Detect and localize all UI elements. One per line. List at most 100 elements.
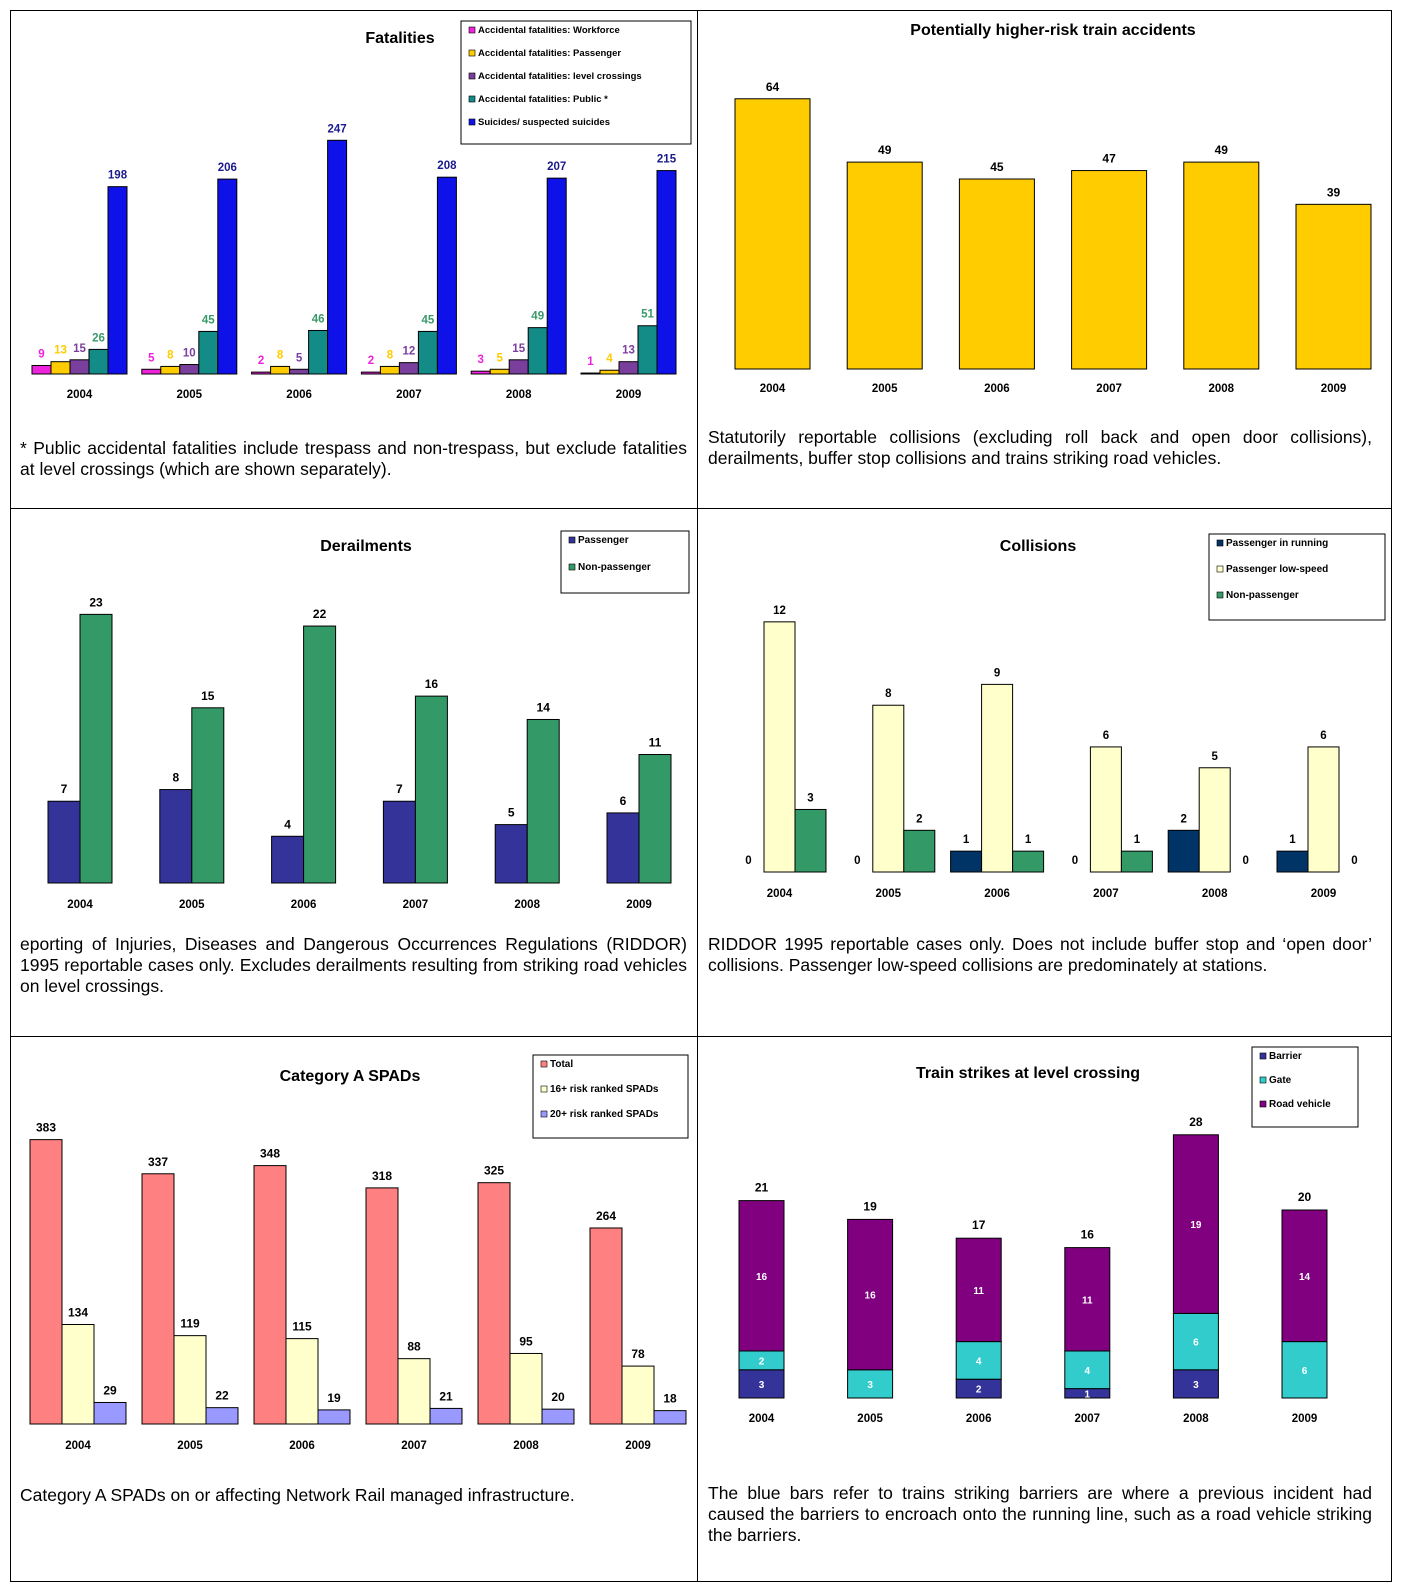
collisions-bar-passenger-low-speed-2008 bbox=[1198, 767, 1231, 873]
fatalities-caption: * Public accidental fatalities include t… bbox=[20, 438, 687, 479]
fatalities-value-label-2009: 51 bbox=[641, 309, 654, 321]
collisions-bar-passenger-in-running-2008 bbox=[1167, 829, 1200, 873]
collisions-category-label-2008: 2008 bbox=[1202, 888, 1228, 900]
level-crossing-total-label-2006: 17 bbox=[972, 1218, 986, 1232]
spads-category-label-2006: 2006 bbox=[289, 1440, 315, 1452]
level-crossing-chart: Train strikes at level crossing321621200… bbox=[738, 1046, 1359, 1425]
derailments-caption: eporting of Injuries, Diseases and Dange… bbox=[20, 934, 687, 996]
train-accidents-value-label-2008: 49 bbox=[1215, 143, 1229, 157]
collisions-value-label-2004: 0 bbox=[745, 855, 751, 867]
spads-bar-total-2006 bbox=[253, 1165, 287, 1425]
derailments-bar-passenger-2005 bbox=[159, 789, 193, 884]
spads-value-label-2006: 115 bbox=[292, 1320, 312, 1334]
collisions-bar-non-passenger-2007 bbox=[1120, 850, 1153, 873]
spads-value-label-2007: 21 bbox=[439, 1389, 453, 1403]
derailments-legend bbox=[560, 530, 690, 594]
spads-bar-20-risk-ranked-spads-2004 bbox=[93, 1401, 127, 1425]
fatalities-value-label-2007: 208 bbox=[437, 160, 457, 172]
fatalities-category-label-2009: 2009 bbox=[616, 389, 642, 401]
level-crossing-segment-label-2007: 4 bbox=[1085, 1366, 1091, 1377]
level-crossing-category-label-2005: 2005 bbox=[857, 1413, 883, 1425]
train-accidents-value-label-2005: 49 bbox=[878, 143, 892, 157]
derailments-value-label-2005: 8 bbox=[172, 771, 179, 785]
collisions-bar-passenger-in-running-2006 bbox=[950, 850, 983, 873]
spads-value-label-2004: 383 bbox=[36, 1121, 56, 1135]
spads-chart: Category A SPADs 383 134 29 2004 337 119 22 2005… bbox=[29, 1054, 689, 1452]
derailments-chart: Derailments 7 23 2004 8 15 2005 4 22 2006 7 16 2007 5… bbox=[47, 530, 690, 911]
level-crossing-legend-swatch bbox=[1259, 1052, 1267, 1060]
fatalities-bar-accidental-fatalities-passenger-2008 bbox=[489, 368, 510, 375]
level-crossing-legend-swatch bbox=[1259, 1076, 1267, 1084]
fatalities-value-label-2007: 12 bbox=[403, 346, 416, 358]
spads-bar-20-risk-ranked-spads-2009 bbox=[653, 1410, 687, 1425]
spads-bar-16-risk-ranked-spads-2007 bbox=[397, 1358, 431, 1425]
spads-bar-total-2009 bbox=[589, 1227, 623, 1425]
collisions-value-label-2006: 1 bbox=[963, 834, 970, 846]
fatalities-legend bbox=[460, 20, 692, 145]
fatalities-value-label-2006: 5 bbox=[296, 352, 303, 364]
train-accidents-title: Potentially higher-risk train accidents bbox=[910, 22, 1196, 39]
collisions-value-label-2006: 9 bbox=[994, 667, 1000, 679]
fatalities-bar-accidental-fatalities-public--2007 bbox=[417, 330, 438, 375]
fatalities-bar-accidental-fatalities-passenger-2006 bbox=[270, 365, 291, 375]
fatalities-legend-label: Suicides/ suspected suicides bbox=[478, 117, 610, 128]
collisions-value-label-2009: 6 bbox=[1320, 730, 1326, 742]
fatalities-legend-label: Accidental fatalities: Workforce bbox=[478, 25, 620, 36]
train-accidents-category-label-2004: 2004 bbox=[760, 383, 786, 395]
derailments-category-label-2007: 2007 bbox=[403, 899, 429, 911]
collisions-legend-label: Passenger low-speed bbox=[1226, 564, 1328, 575]
collisions-value-label-2008: 5 bbox=[1211, 751, 1218, 763]
spads-bar-16-risk-ranked-spads-2004 bbox=[61, 1324, 95, 1425]
fatalities-legend-swatch bbox=[468, 72, 476, 80]
spads-legend-swatch bbox=[540, 1060, 548, 1068]
collisions-bar-non-passenger-2006 bbox=[1012, 850, 1045, 873]
fatalities-bar-accidental-fatalities-public--2004 bbox=[88, 348, 109, 375]
fatalities-value-label-2004: 13 bbox=[54, 345, 67, 357]
collisions-value-label-2005: 0 bbox=[854, 855, 860, 867]
derailments-value-label-2004: 7 bbox=[61, 782, 68, 796]
collisions-legend-label: Passenger in running bbox=[1226, 538, 1328, 549]
collisions-bar-passenger-in-running-2009 bbox=[1276, 850, 1309, 873]
train-accidents-category-label-2009: 2009 bbox=[1321, 383, 1347, 395]
spads-bar-total-2005 bbox=[141, 1173, 175, 1425]
collisions-legend-swatch bbox=[1216, 565, 1224, 573]
derailments-bar-non-passenger-2009 bbox=[638, 754, 672, 884]
fatalities-value-label-2009: 1 bbox=[587, 356, 594, 368]
level-crossing-segment-label-2004: 16 bbox=[756, 1272, 768, 1283]
fatalities-value-label-2008: 49 bbox=[531, 311, 544, 323]
fatalities-value-label-2008: 3 bbox=[477, 354, 483, 366]
train-accidents-bar-value-2006 bbox=[958, 178, 1035, 370]
fatalities-bar-accidental-fatalities-public--2008 bbox=[527, 327, 548, 375]
fatalities-category-label-2005: 2005 bbox=[177, 389, 203, 401]
collisions-legend-swatch bbox=[1216, 539, 1224, 547]
level-crossing-segment-label-2009: 6 bbox=[1302, 1366, 1308, 1377]
spads-bar-16-risk-ranked-spads-2008 bbox=[509, 1352, 543, 1425]
spads-value-label-2005: 337 bbox=[148, 1155, 168, 1169]
spads-legend-label: 20+ risk ranked SPADs bbox=[550, 1109, 659, 1120]
train-accidents-value-label-2007: 47 bbox=[1102, 152, 1116, 166]
fatalities-legend-swatch bbox=[468, 118, 476, 126]
level-crossing-bar-road-vehicle-2008 bbox=[1172, 1134, 1219, 1314]
collisions-caption: RIDDOR 1995 reportable cases only. Does … bbox=[708, 934, 1372, 975]
spads-value-label-2006: 19 bbox=[327, 1391, 341, 1405]
spads-panel: Category A SPADs 383 134 29 2004 337 119 22 2005… bbox=[10, 1037, 697, 1582]
fatalities-bar-accidental-fatalities-workforce-2005 bbox=[141, 368, 162, 375]
spads-bar-20-risk-ranked-spads-2007 bbox=[429, 1407, 463, 1425]
collisions-category-label-2009: 2009 bbox=[1311, 888, 1337, 900]
derailments-bar-passenger-2004 bbox=[47, 800, 81, 884]
fatalities-value-label-2006: 8 bbox=[277, 349, 284, 361]
fatalities-legend-label: Accidental fatalities: level crossings bbox=[478, 71, 642, 82]
derailments-legend-label: Passenger bbox=[578, 535, 629, 546]
level-crossing-caption: The blue bars refer to trains striking b… bbox=[708, 1483, 1372, 1545]
spads-caption: Category A SPADs on or affecting Network… bbox=[20, 1485, 575, 1505]
fatalities-bar-accidental-fatalities-public--2005 bbox=[198, 330, 219, 375]
fatalities-value-label-2004: 26 bbox=[92, 332, 105, 344]
derailments-value-label-2009: 11 bbox=[649, 736, 662, 750]
fatalities-bar-accidental-fatalities-level-crossings-2008 bbox=[508, 359, 529, 375]
fatalities-legend-swatch bbox=[468, 95, 476, 103]
spads-value-label-2005: 22 bbox=[215, 1389, 229, 1403]
fatalities-value-label-2007: 8 bbox=[387, 349, 394, 361]
fatalities-bar-accidental-fatalities-workforce-2007 bbox=[360, 371, 381, 375]
spads-legend-label: 16+ risk ranked SPADs bbox=[550, 1084, 659, 1095]
fatalities-bar-suicides-suspected-suicides-2005 bbox=[217, 178, 238, 375]
